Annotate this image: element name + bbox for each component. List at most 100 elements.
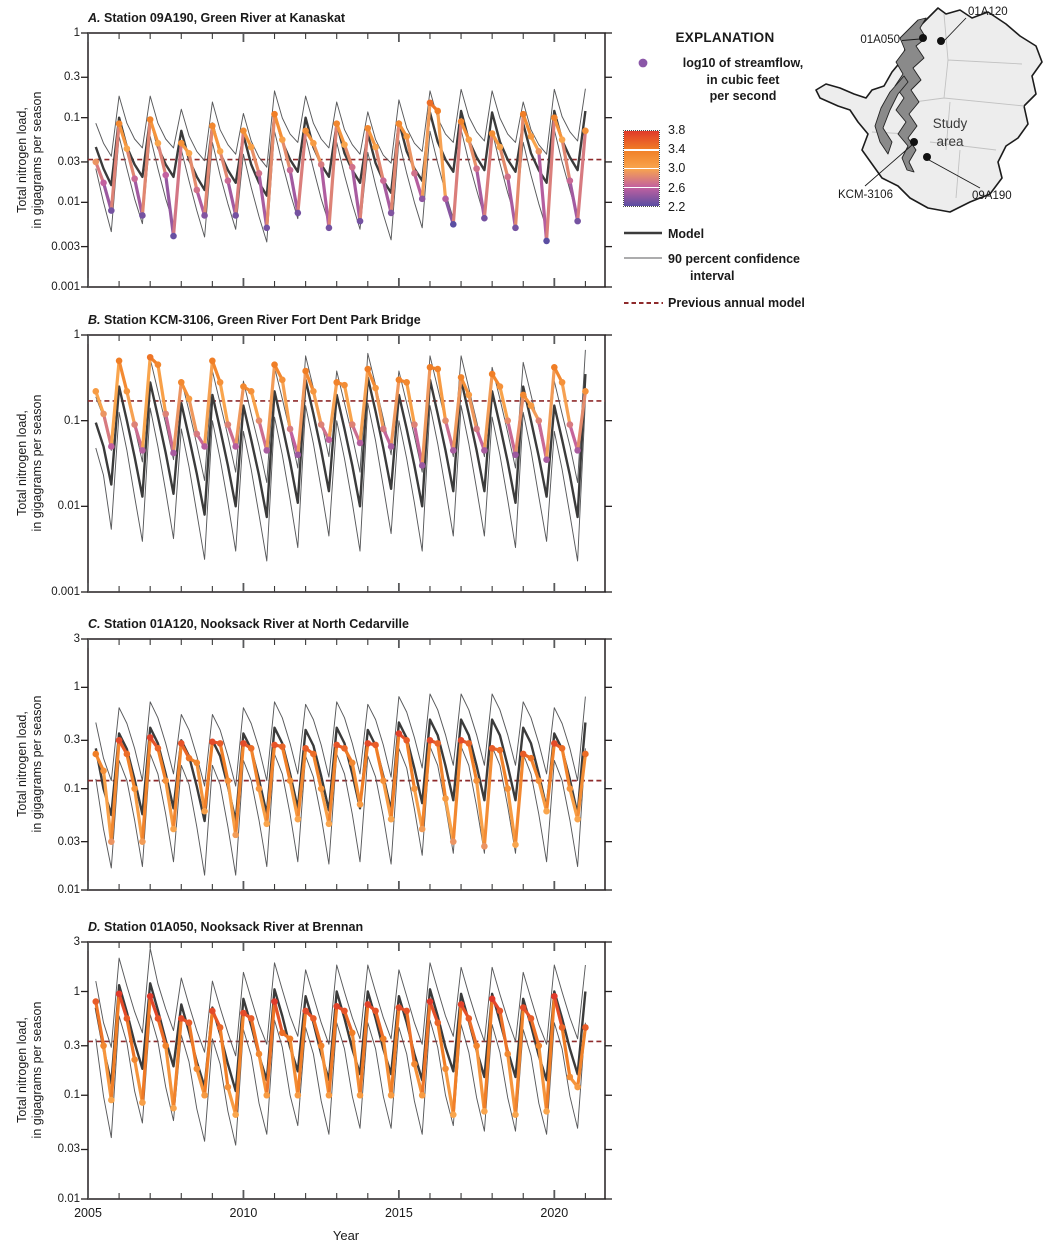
observed-segment	[202, 124, 214, 218]
panel-b-title: B. Station KCM-3106, Green River Fort De…	[88, 313, 421, 327]
observed-segment	[226, 422, 238, 449]
observed-marker	[551, 992, 558, 1000]
observed-marker	[457, 374, 465, 381]
legend-header: EXPLANATION	[675, 30, 775, 45]
observed-marker	[465, 740, 473, 747]
observed-segment	[234, 384, 246, 449]
observed-marker	[255, 1050, 263, 1058]
observed-marker	[294, 209, 302, 217]
map-label-09A190: 09A190	[972, 190, 1012, 202]
y-tick-label: 0.03	[57, 835, 80, 848]
observed-marker	[558, 1024, 566, 1031]
observed-segment	[311, 752, 323, 791]
observed-marker	[496, 383, 504, 390]
observed-segment	[405, 738, 417, 791]
panel-d-yaxis-label: Total nitrogen load, in gigagrams per sea…	[15, 1001, 44, 1139]
observed-marker	[380, 1035, 387, 1043]
observed-segment	[156, 1016, 168, 1048]
observed-marker	[162, 777, 170, 784]
observed-marker	[154, 1015, 162, 1022]
observed-segment	[506, 787, 518, 847]
observed-segment	[498, 1009, 510, 1056]
observed-marker	[209, 122, 216, 130]
observed-marker	[426, 99, 434, 107]
observed-segment	[443, 419, 455, 452]
observed-marker	[209, 1007, 216, 1015]
streamflow-colored-series	[92, 990, 589, 1118]
observed-marker	[364, 740, 372, 747]
observed-segment	[133, 1058, 145, 1105]
observed-marker	[286, 425, 294, 433]
observed-segment	[156, 363, 168, 416]
observed-segment	[156, 746, 168, 783]
station-dot-09A190	[923, 153, 931, 161]
confidence-upper-line	[95, 88, 586, 168]
observed-segment	[467, 1016, 479, 1048]
observed-marker	[395, 1004, 403, 1011]
observed-marker	[170, 1104, 177, 1112]
observed-marker	[411, 421, 418, 428]
observed-marker	[216, 740, 224, 747]
observed-segment	[389, 378, 401, 449]
observed-marker	[325, 820, 333, 828]
observed-segment	[226, 779, 238, 837]
observed-segment	[443, 197, 455, 226]
observed-segment	[498, 145, 510, 179]
observed-marker	[302, 367, 309, 375]
y-tick-label: 1	[73, 329, 80, 341]
observed-segment	[552, 994, 564, 1030]
map-label-KCM-3106: KCM-3106	[838, 189, 893, 201]
observed-marker	[566, 177, 574, 185]
observed-segment	[164, 779, 176, 831]
y-tick-label: 0.01	[57, 500, 80, 513]
observed-segment	[358, 1002, 370, 1097]
y-tick-label: 0.3	[64, 1039, 80, 1052]
observed-marker	[527, 1015, 535, 1022]
observed-marker	[115, 737, 123, 744]
observed-segment	[94, 389, 106, 416]
observed-marker	[543, 807, 550, 815]
observed-marker	[403, 133, 410, 140]
y-tick-label: 0.01	[57, 196, 80, 209]
observed-marker	[100, 410, 107, 418]
observed-segment	[576, 389, 588, 452]
observed-marker	[496, 143, 504, 151]
observed-marker	[380, 425, 387, 433]
observed-segment	[257, 1052, 269, 1097]
x-axis-label: Year	[332, 1228, 360, 1243]
observed-segment	[226, 1085, 238, 1117]
observed-marker	[535, 1042, 543, 1050]
observed-marker	[372, 741, 379, 749]
observed-segment	[249, 145, 261, 175]
observed-marker	[364, 1001, 372, 1008]
observed-marker	[372, 384, 379, 392]
observed-marker	[92, 750, 100, 758]
observed-marker	[139, 447, 146, 454]
observed-segment	[234, 129, 246, 218]
observed-marker	[364, 124, 372, 132]
observed-marker	[418, 1091, 426, 1099]
observed-segment	[482, 131, 494, 220]
observed-marker	[512, 224, 519, 232]
observed-marker	[247, 745, 255, 752]
observed-marker	[333, 741, 341, 749]
observed-segment	[576, 752, 588, 821]
plot-frame	[87, 334, 606, 593]
observed-segment	[366, 367, 378, 390]
observed-segment	[381, 179, 393, 215]
previous-model-legend-label: Previous annual model	[668, 296, 805, 310]
observed-segment	[350, 1031, 362, 1097]
observed-segment	[171, 380, 183, 455]
observed-segment	[373, 145, 385, 183]
observed-marker	[356, 439, 364, 447]
observed-segment	[234, 1011, 246, 1117]
observed-marker	[411, 1060, 418, 1068]
observed-segment	[101, 1044, 113, 1102]
observed-marker	[123, 145, 131, 152]
observed-marker	[100, 767, 107, 775]
panel-c-yaxis-label: Total nitrogen load, in gigagrams per sea…	[15, 695, 44, 833]
observed-segment	[568, 179, 580, 223]
observed-marker	[209, 357, 216, 365]
x-tick-label: 2020	[540, 1206, 569, 1220]
observed-segment	[568, 787, 580, 821]
